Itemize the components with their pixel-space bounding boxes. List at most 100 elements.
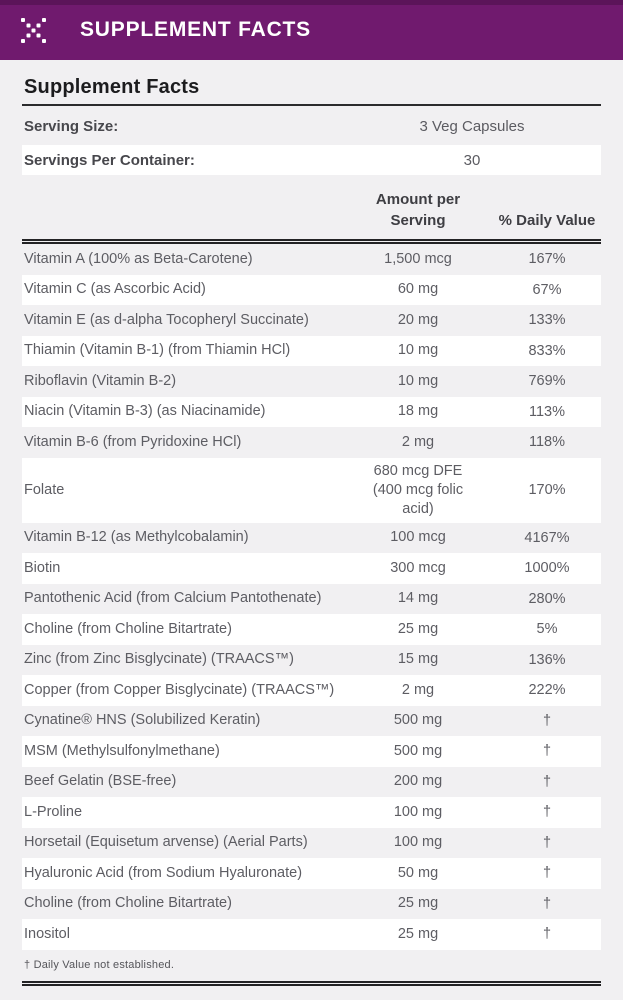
amount-value: 2 mg xyxy=(401,433,435,450)
banner-title: SUPPLEMENT FACTS xyxy=(80,18,311,41)
amount-header-line2: Serving xyxy=(390,212,446,229)
daily-value-column-header: % Daily Value xyxy=(498,212,596,229)
daily-value: 1000% xyxy=(524,560,570,577)
amount-value: 60 mg xyxy=(397,281,439,298)
ingredient-name: Vitamin A (100% as Beta-Carotene) xyxy=(24,250,253,267)
amount-value: 200 mg xyxy=(393,773,443,790)
table-row: Vitamin B-6 (from Pyridoxine HCl) 2 mg 1… xyxy=(22,427,601,458)
ingredient-name: Biotin xyxy=(24,559,61,576)
daily-value: † xyxy=(542,743,552,760)
amount-value: 500 mg xyxy=(393,742,443,759)
serving-label: Serving Size: xyxy=(24,117,119,135)
serving-info: Serving Size: 3 Veg Capsules Servings Pe… xyxy=(22,111,601,175)
table-row: Hyaluronic Acid (from Sodium Hyaluronate… xyxy=(22,858,601,889)
ingredient-name: Vitamin B-6 (from Pyridoxine HCl) xyxy=(24,433,242,450)
ingredient-name: Horsetail (Equisetum arvense) (Aerial Pa… xyxy=(24,834,308,851)
daily-value: 833% xyxy=(528,342,566,359)
daily-value: 67% xyxy=(532,281,562,298)
daily-value: † xyxy=(542,926,552,943)
ingredient-name: Inositol xyxy=(24,925,70,942)
amount-value: 100 mcg xyxy=(390,529,446,546)
table-row: Thiamin (Vitamin B-1) (from Thiamin HCl)… xyxy=(22,335,601,366)
serving-label: Servings Per Container: xyxy=(24,151,195,169)
amount-value: 10 mg xyxy=(397,372,439,389)
table-row: Vitamin E (as d-alpha Tocopheryl Succina… xyxy=(22,305,601,336)
table-row: Zinc (from Zinc Bisglycinate) (TRAACS™) … xyxy=(22,645,601,676)
ingredient-name: Thiamin (Vitamin B-1) (from Thiamin HCl) xyxy=(24,342,291,359)
amount-value: 2 mg xyxy=(401,681,435,698)
daily-value: 170% xyxy=(528,482,566,498)
table-row: Horsetail (Equisetum arvense) (Aerial Pa… xyxy=(22,828,601,859)
daily-value: † xyxy=(542,804,552,821)
ingredient-name: Vitamin C (as Ascorbic Acid) xyxy=(24,281,206,298)
daily-value: † xyxy=(542,773,552,790)
table-top-rule xyxy=(22,239,601,244)
ingredient-name: Cynatine® HNS (Solubilized Keratin) xyxy=(24,712,261,729)
ingredient-name: Riboflavin (Vitamin B-2) xyxy=(24,372,177,389)
amount-value: 20 mg xyxy=(397,311,439,328)
table-row: Biotin 300 mcg 1000% xyxy=(22,553,601,584)
ingredient-name: Zinc (from Zinc Bisglycinate) (TRAACS™) xyxy=(24,651,294,668)
amount-header-line1: Amount per xyxy=(375,191,461,208)
daily-value: 222% xyxy=(528,682,566,699)
amount-value: 100 mg xyxy=(393,803,443,820)
table-column-header: Amount per Serving % Daily Value xyxy=(22,189,601,239)
daily-value: † xyxy=(542,895,552,912)
amount-value: 25 mg xyxy=(397,925,439,942)
table-row: Vitamin A (100% as Beta-Carotene) 1,500 … xyxy=(22,244,601,275)
supplement-facts-panel: Supplement Facts Serving Size: 3 Veg Cap… xyxy=(0,76,623,986)
amount-value: 680 mcg DFE (400 mcg folic acid) xyxy=(372,462,464,517)
table-row: Pantothenic Acid (from Calcium Pantothen… xyxy=(22,584,601,615)
amount-value: 18 mg xyxy=(397,403,439,420)
daily-value: 133% xyxy=(528,312,566,329)
table-row: Choline (from Choline Bitartrate) 25 mg … xyxy=(22,614,601,645)
ingredient-name: Hyaluronic Acid (from Sodium Hyaluronate… xyxy=(24,864,303,881)
daily-value: 5% xyxy=(536,621,558,638)
daily-value: 4167% xyxy=(524,529,570,546)
table-row: Choline (from Choline Bitartrate) 25 mg … xyxy=(22,889,601,920)
ingredient-name: Vitamin B-12 (as Methylcobalamin) xyxy=(24,529,249,546)
table-row: Inositol 25 mg † xyxy=(22,919,601,950)
serving-row: Servings Per Container: 30 xyxy=(22,145,601,175)
amount-value: 50 mg xyxy=(397,864,439,881)
serving-value: 30 xyxy=(463,151,481,169)
supplement-facts-section-header[interactable]: SUPPLEMENT FACTS xyxy=(0,0,623,60)
ingredient-name: Beef Gelatin (BSE-free) xyxy=(24,773,177,790)
amount-value: 25 mg xyxy=(397,895,439,912)
ingredient-name: Copper (from Copper Bisglycinate) (TRAAC… xyxy=(24,681,335,698)
amount-value: 500 mg xyxy=(393,712,443,729)
ingredient-name: Vitamin E (as d-alpha Tocopheryl Succina… xyxy=(24,311,309,328)
amount-value: 14 mg xyxy=(397,590,439,607)
table-row: Vitamin C (as Ascorbic Acid) 60 mg 67% xyxy=(22,274,601,305)
ingredient-name: Pantothenic Acid (from Calcium Pantothen… xyxy=(24,590,322,607)
amount-value: 1,500 mcg xyxy=(384,250,452,267)
table-row: L-Proline 100 mg † xyxy=(22,797,601,828)
ingredient-name: Choline (from Choline Bitartrate) xyxy=(24,895,232,912)
amount-value: 300 mcg xyxy=(390,559,446,576)
amount-value: 10 mg xyxy=(397,342,439,359)
table-row: Beef Gelatin (BSE-free) 200 mg † xyxy=(22,767,601,798)
table-bottom-rule xyxy=(22,980,601,986)
ingredient-table: Vitamin A (100% as Beta-Carotene) 1,500 … xyxy=(22,244,601,950)
table-row: Copper (from Copper Bisglycinate) (TRAAC… xyxy=(22,675,601,706)
daily-value: 136% xyxy=(528,651,566,668)
ingredient-name: L-Proline xyxy=(24,803,83,820)
heading-divider xyxy=(22,104,601,106)
daily-value: 167% xyxy=(528,251,566,268)
ingredient-name: Choline (from Choline Bitartrate) xyxy=(24,620,232,637)
panel-heading: Supplement Facts xyxy=(24,76,200,98)
table-row: Vitamin B-12 (as Methylcobalamin) 100 mc… xyxy=(22,523,601,554)
daily-value: † xyxy=(542,834,552,851)
table-row: Niacin (Vitamin B-3) (as Niacinamide) 18… xyxy=(22,396,601,427)
daily-value-footnote: † Daily Value not established. xyxy=(24,958,175,971)
dotted-x-icon xyxy=(21,17,46,43)
amount-value: 15 mg xyxy=(397,651,439,668)
table-row: MSM (Methylsulfonylmethane) 500 mg † xyxy=(22,736,601,767)
amount-value: 25 mg xyxy=(397,620,439,637)
table-row: Riboflavin (Vitamin B-2) 10 mg 769% xyxy=(22,366,601,397)
ingredient-name: Folate xyxy=(24,481,65,498)
daily-value: 769% xyxy=(528,373,566,390)
serving-row: Serving Size: 3 Veg Capsules xyxy=(22,111,601,141)
amount-column-header: Amount per Serving xyxy=(343,189,493,231)
table-row: Folate 680 mcg DFE (400 mcg folic acid) … xyxy=(22,457,601,523)
